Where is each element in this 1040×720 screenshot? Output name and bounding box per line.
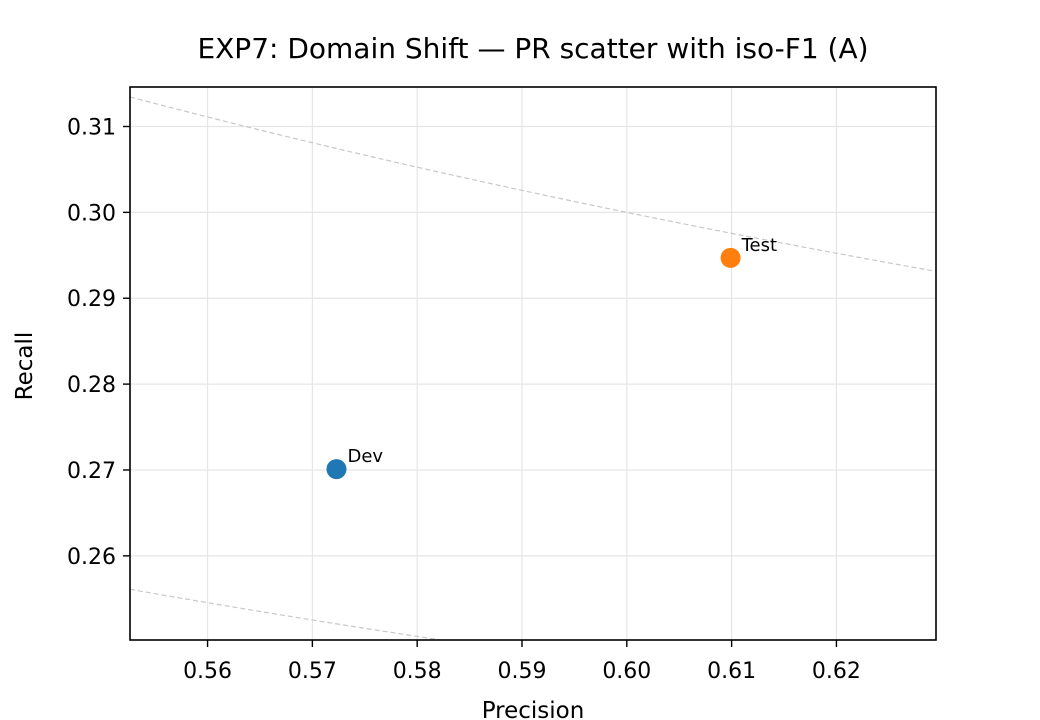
y-tick-label-5: 0.31 (67, 116, 116, 141)
point-test (720, 247, 741, 268)
data-points: Dev Test (326, 235, 777, 480)
x-tick-label-5: 0.61 (707, 659, 756, 684)
iso-f1-curve-1 (130, 96, 936, 272)
y-tick-label-0: 0.26 (67, 545, 116, 570)
x-axis-label: Precision (482, 698, 585, 720)
x-axis-ticks: 0.56 0.57 0.58 0.59 0.60 0.61 0.62 (183, 640, 861, 684)
iso-f1-curves (130, 96, 936, 640)
chart-title: EXP7: Domain Shift — PR scatter with iso… (197, 32, 868, 65)
plot-frame (129, 86, 937, 641)
grid (130, 87, 936, 640)
x-tick-label-6: 0.62 (812, 659, 861, 684)
point-label-dev: Dev (347, 446, 383, 467)
y-tick-label-4: 0.30 (67, 201, 116, 226)
y-axis-ticks: 0.26 0.27 0.28 0.29 0.30 0.31 (67, 116, 130, 570)
y-axis-label: Recall (12, 332, 38, 401)
y-tick-label-1: 0.27 (67, 459, 116, 484)
point-dev (326, 459, 347, 480)
x-tick-label-3: 0.59 (498, 659, 547, 684)
iso-f1-curve-0 (130, 588, 445, 640)
x-tick-label-4: 0.60 (602, 659, 651, 684)
point-label-test: Test (741, 235, 777, 256)
y-tick-label-3: 0.29 (67, 287, 116, 312)
x-tick-label-2: 0.58 (393, 659, 442, 684)
y-tick-label-2: 0.28 (67, 373, 116, 398)
x-tick-label-0: 0.56 (183, 659, 232, 684)
x-tick-label-1: 0.57 (288, 659, 337, 684)
